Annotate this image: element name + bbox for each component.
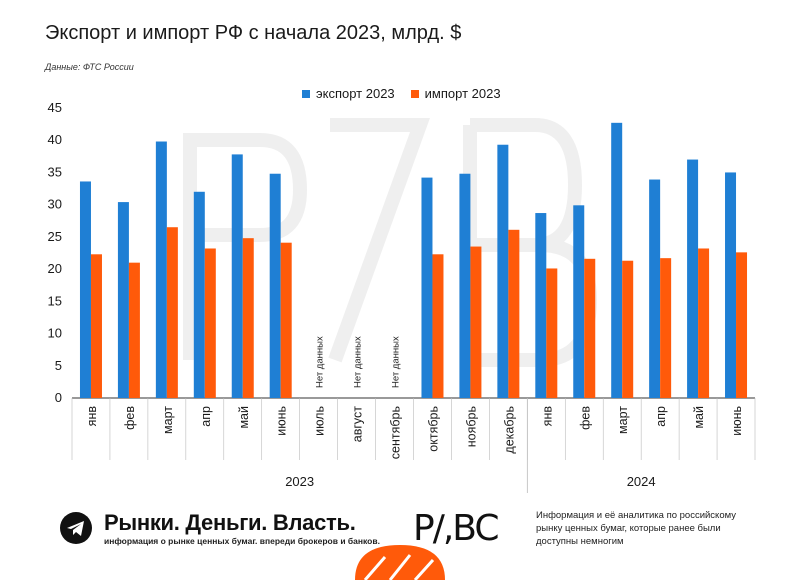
bar-export [459, 173, 471, 398]
bar-import [470, 246, 482, 398]
x-tick-label: июль [313, 406, 327, 436]
bar-export [611, 122, 623, 399]
x-tick-label: июнь [275, 406, 289, 436]
legend-label-export: экспорт 2023 [316, 86, 395, 101]
bar-export [535, 213, 547, 398]
bar-export [79, 181, 91, 398]
x-tick-label: декабрь [502, 406, 516, 454]
x-tick-label: янв [85, 406, 99, 427]
x-tick-label: май [692, 406, 706, 429]
bar-export [649, 179, 661, 398]
x-tick-label: июнь [730, 406, 744, 436]
bar-export [117, 202, 129, 398]
y-tick-label: 15 [48, 293, 62, 308]
bar-import [280, 242, 292, 398]
bar-import [698, 248, 710, 398]
bar-import [90, 254, 102, 398]
chart-title: Экспорт и импорт РФ с начала 2023, млрд.… [45, 22, 462, 44]
legend-swatch-import [410, 89, 419, 98]
x-tick-label: март [616, 406, 630, 434]
telegram-icon [60, 512, 92, 544]
x-tick-label: апр [654, 406, 668, 427]
legend-label-import: импорт 2023 [424, 86, 501, 101]
bar-import [660, 258, 672, 398]
footer-description: Информация и её аналитика по российскому… [536, 510, 736, 547]
bar-chart: 0 5 10 15 20 25 30 35 40 45 янв фев март апр май июнь Не… [48, 100, 756, 493]
chart-legend: экспорт 2023 импорт 2023 [302, 86, 501, 101]
y-tick-label: 25 [48, 229, 62, 244]
x-tick-label: фев [578, 406, 592, 430]
y-tick-label: 20 [48, 261, 62, 276]
bar-import [736, 252, 748, 398]
decorative-shape [355, 545, 445, 580]
bar-import [432, 254, 444, 398]
bar-export [687, 159, 699, 398]
bar-import [242, 238, 254, 398]
brand-tagline: информация о рынке ценных бумаг. впереди… [104, 536, 380, 546]
brand-logo: P/,BC [413, 508, 499, 549]
bar-export [193, 191, 205, 398]
bar-export [573, 205, 585, 398]
bar-import [546, 268, 558, 398]
bar-export [231, 154, 243, 398]
y-tick-label: 5 [55, 358, 62, 373]
brand-name: Рынки. Деньги. Власть. [104, 510, 356, 535]
group-label: 2023 [285, 474, 314, 489]
y-tick-label: 30 [48, 197, 62, 212]
y-tick-label: 0 [55, 390, 62, 405]
y-tick-label: 10 [48, 326, 62, 341]
y-tick-label: 40 [48, 132, 62, 147]
bar-import [584, 258, 596, 398]
legend-swatch-export [302, 89, 310, 98]
x-tick-label: ноябрь [464, 406, 478, 447]
group-label: 2024 [627, 474, 656, 489]
data-source: Данные: ФТС России [45, 62, 134, 72]
bar-import [508, 229, 520, 398]
x-tick-label: август [351, 406, 365, 443]
y-tick-label: 45 [48, 100, 62, 115]
legend-item-import: импорт 2023 [410, 86, 501, 101]
x-tick-label: сентябрь [389, 406, 403, 459]
bar-import [622, 260, 634, 398]
plot-area: 0 5 10 15 20 25 30 35 40 45 янв фев март апр май июнь Не… [48, 100, 756, 493]
bar-import [204, 248, 216, 398]
x-tick-label: март [161, 406, 175, 434]
x-tick-label: янв [540, 406, 554, 427]
bar-export [497, 144, 509, 398]
missing-data-label: Нет данных [391, 336, 402, 388]
x-tick-label: апр [199, 406, 213, 427]
bar-import [128, 262, 140, 398]
bar-export [155, 141, 167, 398]
missing-data-label: Нет данных [353, 336, 364, 388]
y-tick-label: 35 [48, 164, 62, 179]
bar-export [421, 177, 433, 398]
x-tick-label: май [237, 406, 251, 429]
bar-import [166, 227, 178, 398]
x-tick-label: фев [123, 406, 137, 430]
bar-export [725, 172, 737, 398]
missing-data-label: Нет данных [315, 336, 326, 388]
bar-export [269, 173, 281, 398]
x-tick-label: октябрь [426, 406, 440, 452]
legend-item-export: экспорт 2023 [302, 86, 395, 101]
